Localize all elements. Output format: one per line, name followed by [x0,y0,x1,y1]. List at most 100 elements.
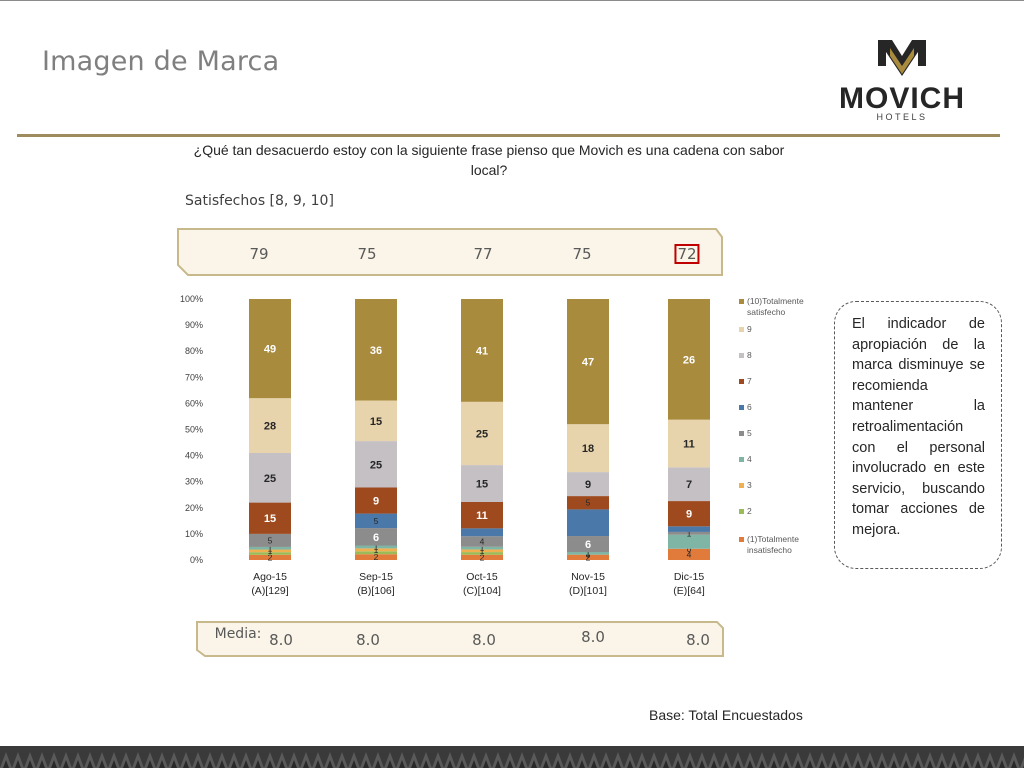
x-category-label: Sep-15 [359,571,393,583]
bar-data-label: 1 [268,546,273,556]
bar-segment [668,534,710,549]
legend-label: 3 [747,480,752,490]
bar-segment [567,552,609,555]
satisfied-value: 77 [473,245,493,263]
bar-segment [249,299,291,399]
page-title: Imagen de Marca [42,46,280,77]
bar-segment [355,400,397,442]
bar-data-label: 5 [586,498,591,508]
legend-label: 4 [747,454,752,464]
bar-segment [461,536,503,547]
x-category-label: Oct-15 [466,571,498,583]
decorative-footer-band [0,746,1024,768]
y-tick-label: 20% [185,503,203,513]
bar-data-label: 6 [585,539,591,551]
bar-segment [461,299,503,402]
bar-segment [461,401,503,466]
bar-data-label: 5 [268,535,273,545]
bar-segment [668,419,710,468]
bar-data-label: 1 [374,542,379,552]
bar-data-label: 36 [370,345,382,357]
satisfied-value: 79 [249,245,269,263]
bar-segment [355,513,397,529]
bar-data-label: 26 [683,354,695,366]
callout-text: El indicador de apropiación de la marca … [852,316,985,538]
mv-monogram-icon [878,40,926,76]
bar-data-label: 7 [686,479,692,491]
y-tick-label: 50% [185,425,203,435]
bar-data-label: 11 [476,510,488,522]
stacked-bar-chart: 0%10%20%30%40%50%60%70%80%90%100%2115152… [180,294,804,597]
bar-data-label: 9 [686,509,692,521]
bar-segment [668,526,710,532]
legend-swatch [739,537,744,542]
satisfied-value: 75 [572,245,592,263]
base-note: Base: Total Encuestados [649,707,803,723]
bar-data-label: 25 [370,459,382,471]
bar-segment [668,299,710,420]
satisfied-ribbon [177,228,723,276]
bar-segment [668,548,710,560]
media-ribbon [196,621,724,657]
bar-segment [567,299,609,425]
x-category-label: (E)[64] [673,585,705,597]
y-tick-label: 100% [180,294,203,304]
legend-label: (1)Totalmente [747,534,799,544]
logo-tagline-text: HOTELS [876,112,927,122]
logo-brand-text: MOVICH [839,82,965,115]
satisfied-value: 75 [357,245,377,263]
bar-data-label: 6 [373,532,379,544]
bar-data-label: 1 [268,543,273,553]
bar-segment [461,552,503,555]
bar-data-label: 4 [687,549,692,559]
legend-label: 5 [747,428,752,438]
bar-segment [567,536,609,553]
y-tick-label: 0% [190,555,203,565]
legend-label: 9 [747,324,752,334]
bar-data-label: 9 [373,496,379,508]
survey-question: ¿Qué tan desacuerdo estoy con la siguien… [193,142,785,178]
bar-segment [355,548,397,552]
bar-data-label: 18 [582,443,594,455]
bar-segment [567,472,609,497]
bar-data-label: 47 [582,357,594,369]
bar-segment [567,496,609,510]
y-tick-label: 80% [185,346,203,356]
top-border-line [0,0,1024,1]
bar-data-label: 15 [264,513,276,525]
bar-segment [249,546,291,550]
bar-data-label: 2 [480,552,485,562]
bar-segment [567,424,609,473]
legend-swatch [739,327,744,332]
bar-segment [355,554,397,560]
legend-label: 2 [747,506,752,516]
bar-data-label: 25 [264,473,276,485]
recommendation-callout: El indicador de apropiación de la marca … [834,301,1002,569]
bar-segment [249,502,291,534]
legend-label: 6 [747,402,752,412]
header-rule [17,134,1000,137]
bar-data-label: 9 [585,479,591,491]
bar-segment [249,552,291,555]
bar-segment [355,441,397,488]
bar-segment [355,487,397,514]
y-tick-label: 60% [185,398,203,408]
bar-segment [355,545,397,549]
bar-segment [461,554,503,560]
bar-data-label: 1 [374,545,379,555]
bar-segment [567,509,609,537]
legend-swatch [739,405,744,410]
movich-logo: MOVICH HOTELS [839,40,965,122]
bar-segment [355,299,397,401]
bar-data-label: 15 [370,416,382,428]
bar-data-label: 11 [683,439,695,451]
x-category-label: Dic-15 [674,571,705,583]
bar-segment [461,549,503,553]
bar-segment [461,465,503,502]
bar-segment [355,551,397,555]
x-category-label: Nov-15 [571,571,605,583]
legend-swatch [739,483,744,488]
media-value: 8.0 [472,631,496,649]
bar-data-label: 2 [268,552,273,562]
media-value: 8.0 [356,631,380,649]
